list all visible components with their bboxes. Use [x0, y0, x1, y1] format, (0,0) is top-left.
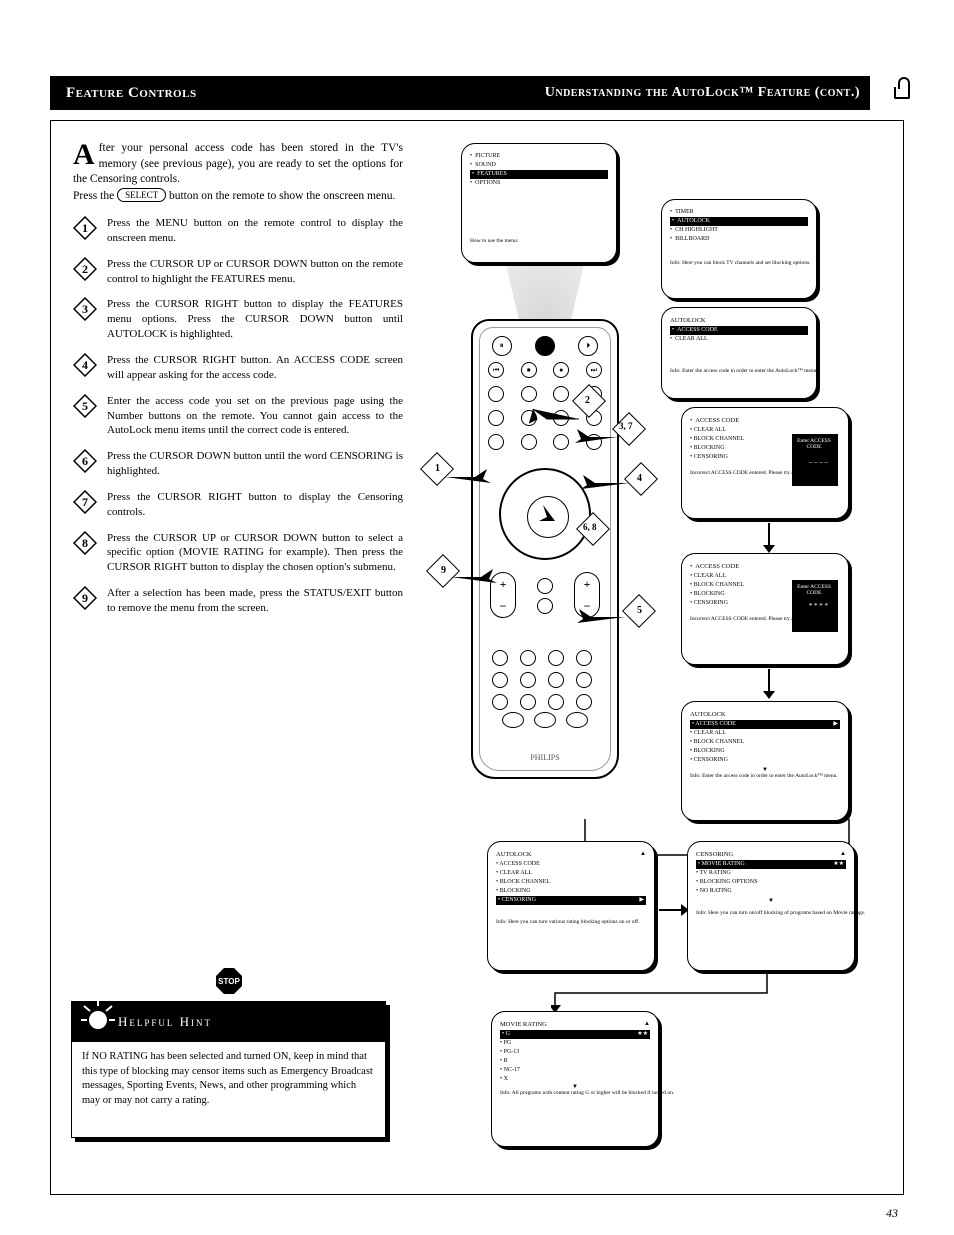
- arrow-down-icon: [761, 669, 777, 699]
- svg-text:3: 3: [82, 302, 88, 316]
- step-1: 1 Press the MENU button on the remote co…: [107, 216, 403, 246]
- remote-control: ⏸ ⏵ ⏮⏹●⏭ +− +−: [471, 319, 619, 779]
- screen-main: • PICTURE • SOUND • FEATURES • OPTIONS H…: [461, 143, 617, 263]
- step-8: 8 Press the CURSOR UP or CURSOR DOWN but…: [107, 531, 403, 576]
- hand-icon: [577, 607, 633, 629]
- stop-icon: STOP: [215, 967, 243, 995]
- content-frame: After your personal access code has been…: [50, 120, 904, 1195]
- screen-autolock: AUTOLOCK • ACCESS CODE • CLEAR ALL Info:…: [661, 307, 817, 399]
- svg-text:7: 7: [82, 495, 88, 509]
- step-7: 7 Press the CURSOR RIGHT button to displ…: [107, 490, 403, 520]
- svg-text:4: 4: [82, 358, 88, 372]
- svg-text:5: 5: [82, 399, 88, 413]
- hand-icon: [539, 499, 589, 529]
- callout-5: 5: [637, 605, 642, 616]
- header-feature: Feature Controls: [66, 85, 197, 102]
- hint-title: Helpful Hint: [72, 1002, 385, 1042]
- intro-line: fter your personal access code has been …: [73, 142, 403, 185]
- svg-text:2: 2: [82, 262, 88, 276]
- remote-button: ⏵: [578, 336, 598, 356]
- arrow-down-icon: [761, 523, 777, 553]
- step-5: 5 Enter the access code you set on the p…: [107, 394, 403, 439]
- step-4: 4 Press the CURSOR RIGHT button. An ACCE…: [107, 353, 403, 383]
- screen-autolock-3: AUTOLOCK▲ • ACCESS CODE • CLEAR ALL • BL…: [487, 841, 655, 971]
- padlock-icon: [890, 76, 914, 110]
- select-pill: SELECT: [117, 188, 166, 202]
- lightbulb-icon: [78, 994, 118, 1046]
- svg-text:1: 1: [82, 221, 88, 235]
- screen-censoring: CENSORING▲ • MOVIE RATING★★ • TV RATING …: [687, 841, 855, 971]
- arrow-right-icon: [659, 903, 689, 917]
- left-column: After your personal access code has been…: [73, 141, 403, 627]
- step-3: 3 Press the CURSOR RIGHT button to displ…: [107, 297, 403, 342]
- hand-icon: [445, 467, 491, 489]
- hand-icon: [581, 473, 637, 495]
- visual-area: • PICTURE • SOUND • FEATURES • OPTIONS H…: [421, 129, 893, 1184]
- callout-1: 1: [435, 463, 440, 474]
- header-bar: Feature Controls Understanding the AutoL…: [50, 76, 870, 110]
- callout-9: 9: [441, 565, 446, 576]
- step-2: 2 Press the CURSOR UP or CURSOR DOWN but…: [107, 257, 403, 287]
- svg-text:9: 9: [82, 591, 88, 605]
- helpful-hint: STOP Helpful Hint If NO RATING has been …: [71, 967, 386, 1138]
- brand-label: PHILIPS: [480, 753, 610, 762]
- hint-body: If NO RATING has been selected and turne…: [72, 1042, 385, 1137]
- screen-movierating: MOVIE RATING▲ • G★★ • PG • PG-13 • R • N…: [491, 1011, 659, 1147]
- svg-text:STOP: STOP: [218, 977, 240, 986]
- step-text: Press the MENU button on the remote cont…: [107, 217, 403, 244]
- screen-features: • TIMER • AUTOLOCK • CH HIGHLIGHT • BILL…: [661, 199, 817, 299]
- page-number: 43: [886, 1206, 898, 1221]
- hand-icon: [451, 567, 497, 589]
- callout-4: 4: [637, 473, 642, 484]
- diamond-icon: 1: [73, 216, 97, 240]
- screen-access-1: • ACCESS CODE • CLEAR ALL • BLOCK CHANNE…: [681, 407, 849, 519]
- step-6: 6 Press the CURSOR DOWN button until the…: [107, 449, 403, 479]
- svg-text:8: 8: [82, 536, 88, 550]
- header-parental: Understanding the AutoLock™ Feature (con…: [545, 85, 860, 101]
- step-9: 9 After a selection has been made, press…: [107, 586, 403, 616]
- remote-button: ⏸: [492, 336, 512, 356]
- hand-icon: [575, 427, 625, 449]
- screen-access-2: • ACCESS CODE • CLEAR ALL • BLOCK CHANNE…: [681, 553, 849, 665]
- arrow-path-2: [551, 973, 771, 1013]
- remote-button: [535, 336, 555, 356]
- number-pad: [480, 650, 610, 710]
- intro-text: After your personal access code has been…: [73, 141, 403, 204]
- svg-text:6: 6: [82, 454, 88, 468]
